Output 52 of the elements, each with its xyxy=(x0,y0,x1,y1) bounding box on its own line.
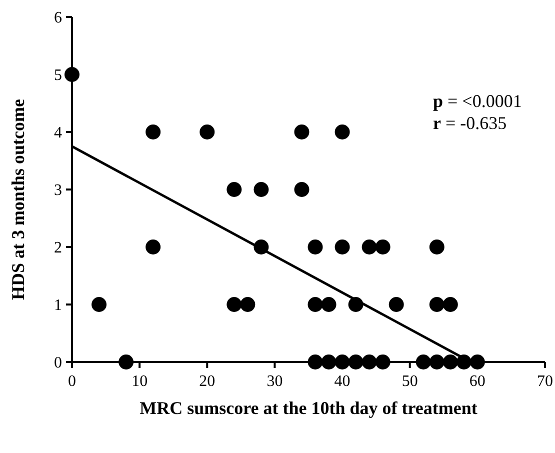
annotation: r = -0.635 xyxy=(433,113,507,133)
x-tick-label: 50 xyxy=(402,373,418,390)
point xyxy=(118,354,134,370)
x-tick-label: 30 xyxy=(266,373,283,390)
point xyxy=(64,67,80,82)
y-tick-label: 5 xyxy=(54,67,62,84)
point xyxy=(429,297,444,312)
point xyxy=(240,297,256,312)
point xyxy=(294,124,310,140)
x-tick-label: 40 xyxy=(334,373,350,390)
point xyxy=(348,354,364,370)
point xyxy=(308,240,323,254)
point xyxy=(416,354,431,370)
point xyxy=(429,240,444,254)
point xyxy=(308,354,323,370)
y-tick-label: 3 xyxy=(54,182,62,200)
point xyxy=(321,354,336,370)
y-tick-label: 6 xyxy=(54,10,62,27)
point xyxy=(254,182,269,197)
point xyxy=(334,124,350,140)
point xyxy=(200,124,215,140)
point xyxy=(92,297,107,312)
point xyxy=(388,297,404,312)
point xyxy=(442,354,458,370)
x-tick-label: 20 xyxy=(199,373,216,390)
x-axis-title: MRC sumscore at the 10th day of treatment xyxy=(140,398,478,418)
point xyxy=(334,354,350,370)
y-axis-title: HDS at 3 months outcome xyxy=(8,98,28,300)
point xyxy=(442,297,458,312)
point xyxy=(362,354,377,370)
point xyxy=(146,124,161,140)
point xyxy=(308,297,323,312)
point xyxy=(334,240,350,254)
y-tick-label: 2 xyxy=(54,240,62,257)
point xyxy=(321,297,336,312)
point xyxy=(362,240,377,254)
point xyxy=(226,297,242,312)
x-tick-label: 10 xyxy=(132,373,148,390)
point xyxy=(429,354,444,370)
x-tick-label: 70 xyxy=(537,373,553,390)
y-tick-label: 4 xyxy=(54,124,62,142)
y-tick-label: 0 xyxy=(54,354,62,372)
point xyxy=(375,240,390,254)
x-tick-label: 60 xyxy=(469,373,486,390)
point xyxy=(226,182,242,197)
point xyxy=(375,354,390,370)
annotation: p = <0.0001 xyxy=(433,91,522,111)
x-tick-label: 0 xyxy=(68,373,76,390)
point xyxy=(294,182,310,197)
point xyxy=(470,354,485,370)
point xyxy=(146,240,161,254)
y-tick-label: 1 xyxy=(54,297,62,314)
